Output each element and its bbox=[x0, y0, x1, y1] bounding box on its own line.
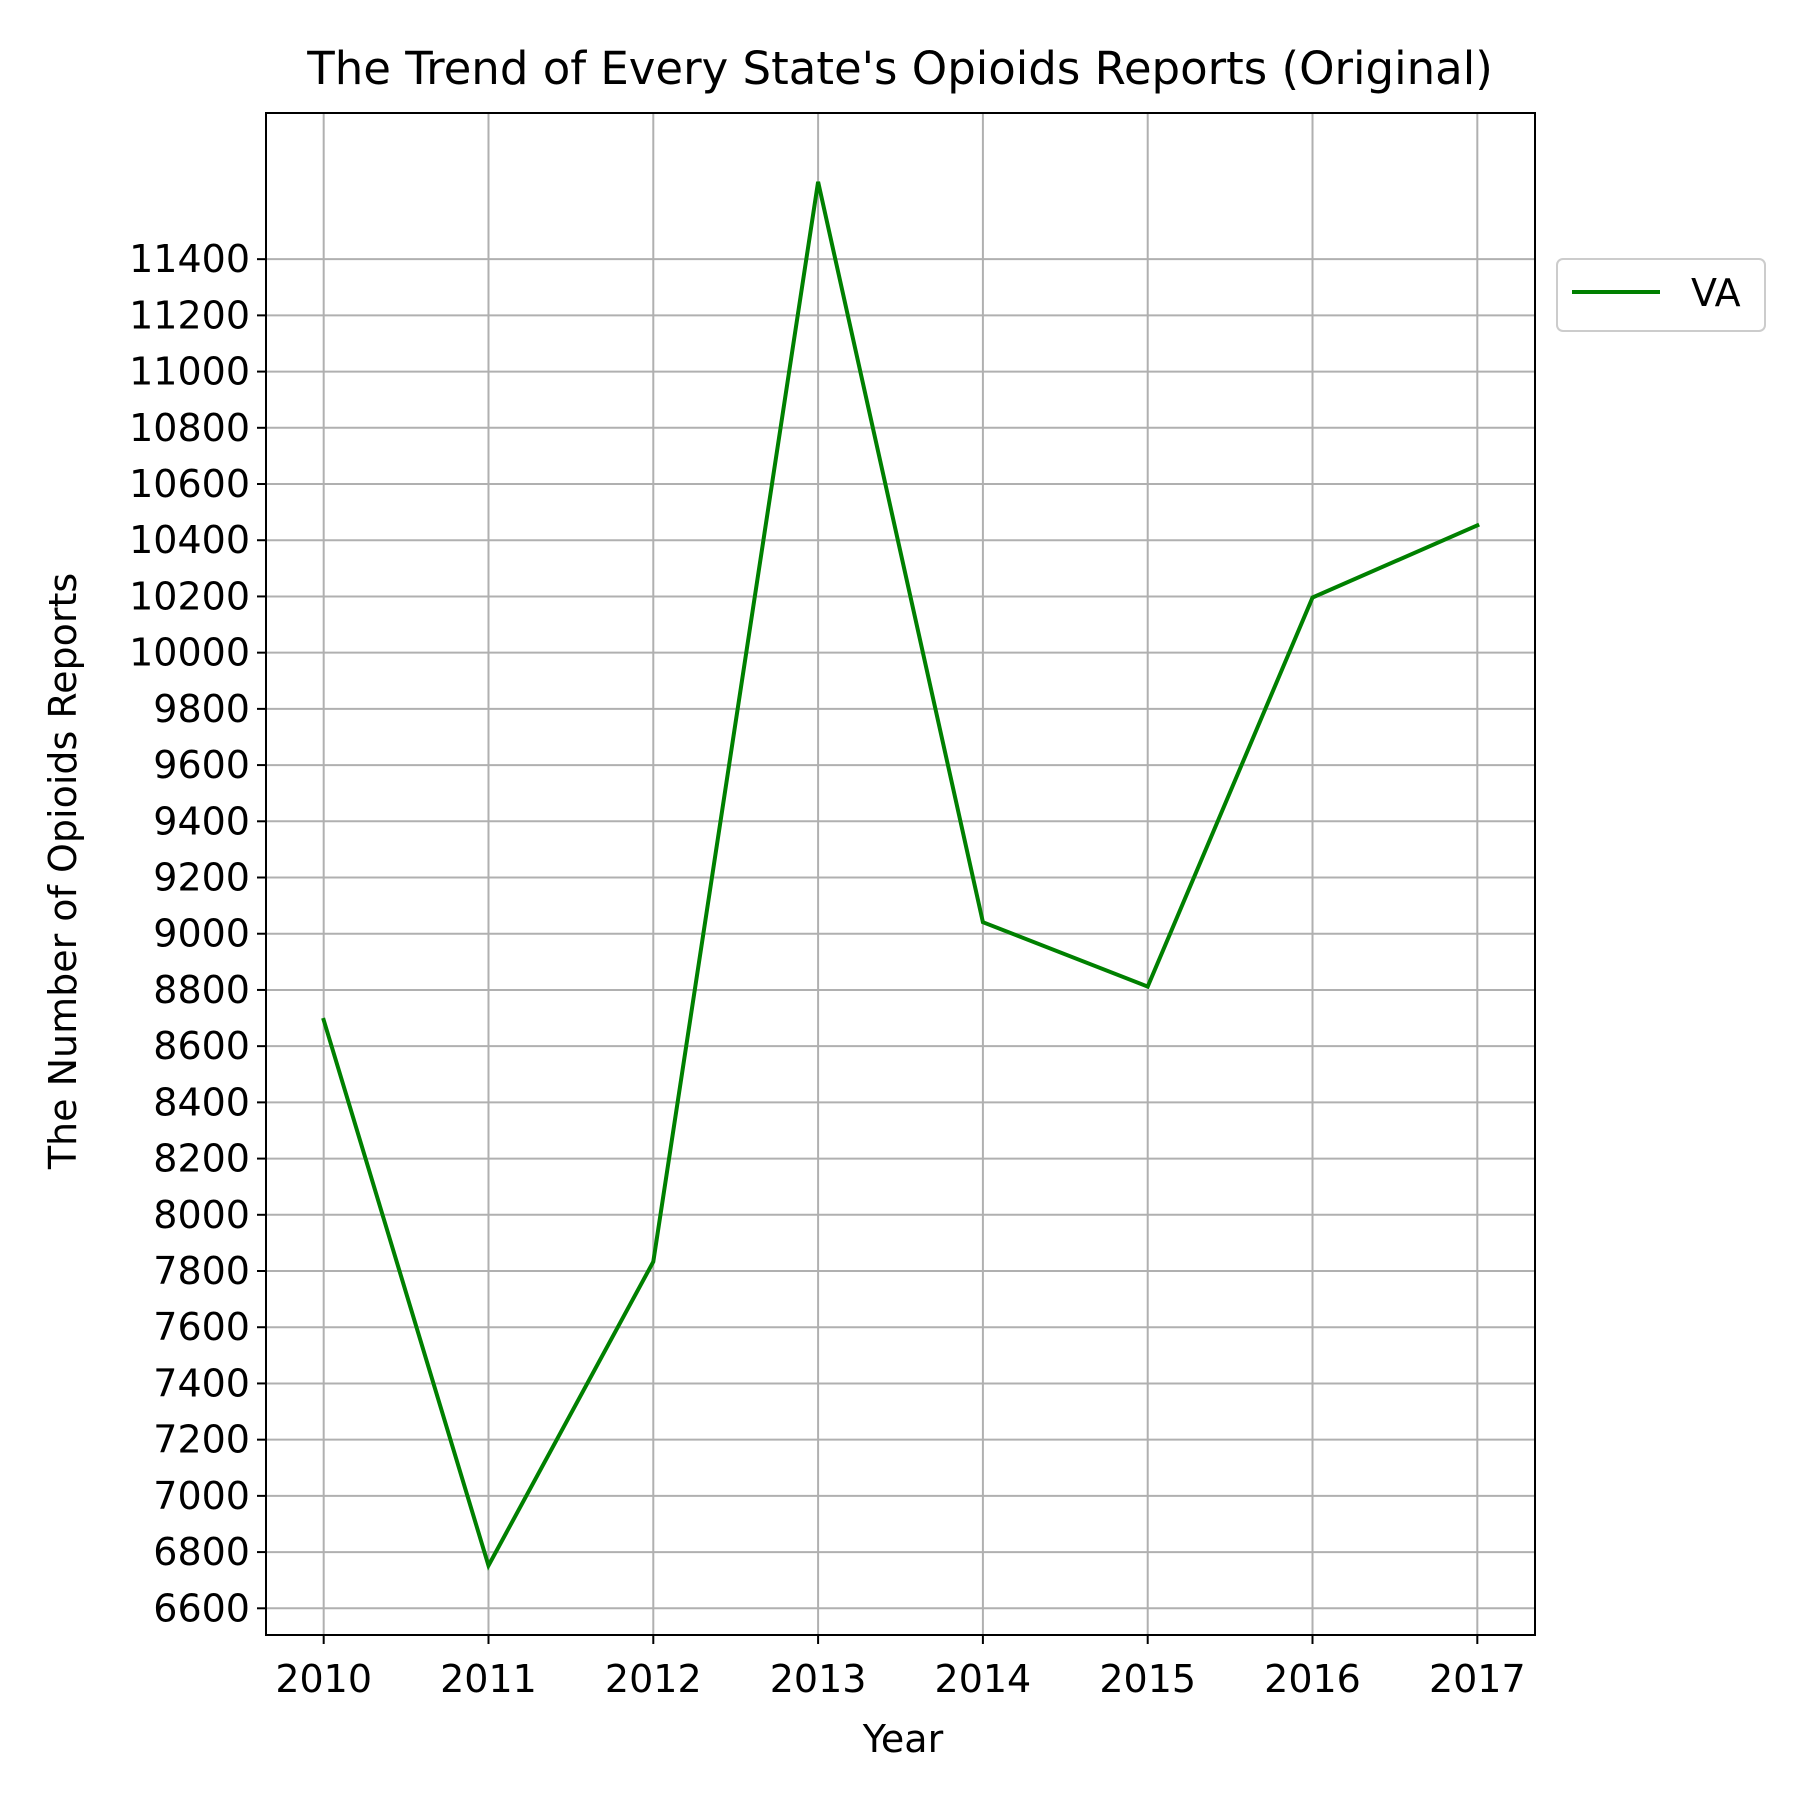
y-tick-label-8800: 8800 bbox=[153, 968, 250, 1012]
x-axis: 2010 2011 2012 2013 2014 2015 2016 2017 bbox=[275, 1635, 1526, 1701]
legend-label-va: VA bbox=[1691, 271, 1741, 315]
x-tick-label-2010: 2010 bbox=[275, 1657, 372, 1701]
x-tick-label-2011: 2011 bbox=[440, 1657, 537, 1701]
y-tick-label-8600: 8600 bbox=[153, 1024, 250, 1068]
y-tick-label-7400: 7400 bbox=[153, 1361, 250, 1405]
legend: VA bbox=[1556, 258, 1766, 332]
y-axis-label: The Number of Opioids Reports bbox=[41, 573, 85, 1170]
x-tick-label-2017: 2017 bbox=[1429, 1657, 1526, 1701]
y-tick-label-8000: 8000 bbox=[153, 1193, 250, 1237]
grid-lines bbox=[266, 113, 1535, 1635]
y-tick-label-11000: 11000 bbox=[129, 350, 250, 394]
y-tick-label-11400: 11400 bbox=[129, 237, 250, 281]
y-tick-label-7800: 7800 bbox=[153, 1249, 250, 1293]
y-tick-label-10200: 10200 bbox=[129, 574, 250, 618]
y-tick-label-8400: 8400 bbox=[153, 1080, 250, 1124]
y-tick-label-10000: 10000 bbox=[129, 631, 250, 675]
y-axis: 6600 6800 7000 7200 7400 7600 7800 8000 8200 8400… bbox=[129, 237, 266, 1630]
x-tick-label-2016: 2016 bbox=[1264, 1657, 1361, 1701]
series-line-va bbox=[321, 181, 1480, 1571]
x-tick-label-2012: 2012 bbox=[605, 1657, 702, 1701]
x-tick-label-2014: 2014 bbox=[935, 1657, 1032, 1701]
y-tick-label-9400: 9400 bbox=[153, 799, 250, 843]
y-tick-label-10800: 10800 bbox=[129, 406, 250, 450]
y-tick-label-7000: 7000 bbox=[153, 1474, 250, 1518]
y-tick-label-11200: 11200 bbox=[129, 293, 250, 337]
y-tick-label-9600: 9600 bbox=[153, 743, 250, 787]
series-layer bbox=[321, 181, 1480, 1571]
y-tick-label-10400: 10400 bbox=[129, 518, 250, 562]
chart-title: The Trend of Every State's Opioids Repor… bbox=[306, 42, 1493, 95]
y-tick-label-9200: 9200 bbox=[153, 856, 250, 900]
y-tick-label-10600: 10600 bbox=[129, 462, 250, 506]
y-tick-label-9000: 9000 bbox=[153, 912, 250, 956]
y-tick-label-9800: 9800 bbox=[153, 687, 250, 731]
x-tick-label-2013: 2013 bbox=[770, 1657, 867, 1701]
plot-area bbox=[265, 112, 1536, 1636]
y-tick-label-6600: 6600 bbox=[153, 1586, 250, 1630]
x-tick-label-2015: 2015 bbox=[1099, 1657, 1196, 1701]
x-axis-label: Year bbox=[862, 1717, 944, 1761]
y-tick-label-7600: 7600 bbox=[153, 1305, 250, 1349]
y-tick-label-7200: 7200 bbox=[153, 1418, 250, 1462]
y-tick-label-8200: 8200 bbox=[153, 1137, 250, 1181]
legend-frame bbox=[1556, 258, 1766, 332]
y-tick-label-6800: 6800 bbox=[153, 1530, 250, 1574]
